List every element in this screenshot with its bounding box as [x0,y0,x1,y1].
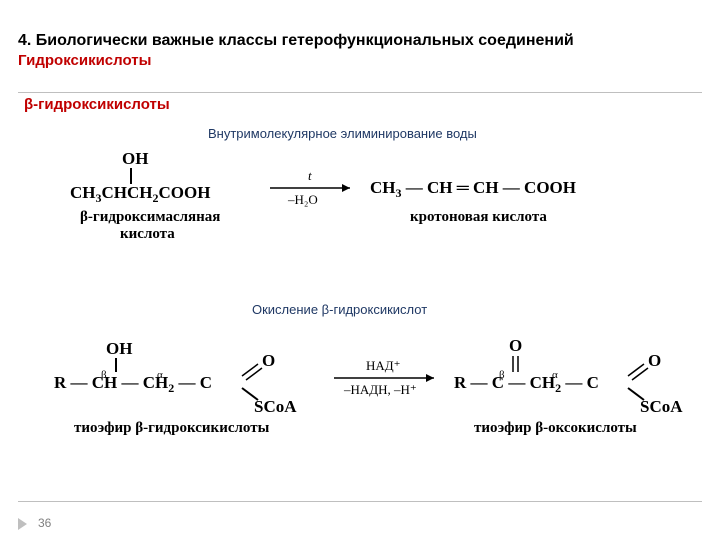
product-name: кротоновая кислота [410,209,547,225]
formula-ch3chch2cooh: CH3CHCH2COOH [70,183,210,205]
o-label-1: O [262,351,275,370]
arrow-condition-bottom: –H₂O [287,192,318,207]
arrow-bottom-2: –НАДН, –H⁺ [343,382,417,397]
oh-label: OH [122,149,148,168]
title-block: 4. Биологически важные классы гетерофунк… [18,32,574,69]
caption-elimination: Внутримолекулярное элиминирование воды [208,126,477,141]
page-number: 36 [38,516,51,530]
alpha-label-1: α [157,369,163,381]
arrow-condition-top: t [308,168,312,183]
reaction-oxidation-diagram: OH R — CH — CH2 — C β α O SCoA тиоэфир β… [44,336,684,446]
product-formula: CH3 — CH ═ CH — COOH [370,178,576,200]
reagent-name-line1: β-гидроксимасляная [80,209,220,225]
arrow-top-2: НАД⁺ [366,358,401,373]
scoa-label-2: SCoA [640,397,683,416]
slide-title: 4. Биологически важные классы гетерофунк… [18,32,574,50]
alpha-label-2: α [552,369,558,381]
beta-label-1: β [101,369,107,381]
o-label-2: O [648,351,661,370]
reagent-name-line2: кислота [120,226,175,241]
scoa-label-1: SCoA [254,397,297,416]
divider-bottom [18,501,702,502]
thioester-reagent: R — CH — CH2 — C [54,373,212,395]
page-marker-icon [18,518,27,530]
product-name-2: тиоэфир β-оксокислоты [474,420,637,436]
slide-subtitle-red: Гидроксикислоты [18,52,574,69]
caption-oxidation: Окисление β-гидроксикислот [252,302,427,317]
section-subtitle: β-гидроксикислоты [24,96,170,113]
thioester-product: R — C — CH2 — C [454,373,599,395]
reaction-elimination-diagram: OH CH3CHCH2COOH β-гидроксимасляная кисло… [70,146,630,241]
slide: 4. Биологически важные классы гетерофунк… [0,0,720,540]
beta-label-2: β [499,369,505,381]
o-ketone: O [509,336,522,355]
reagent-name-2: тиоэфир β-гидроксикислоты [74,420,270,436]
oh-label-2: OH [106,339,132,358]
divider-top [18,92,702,93]
